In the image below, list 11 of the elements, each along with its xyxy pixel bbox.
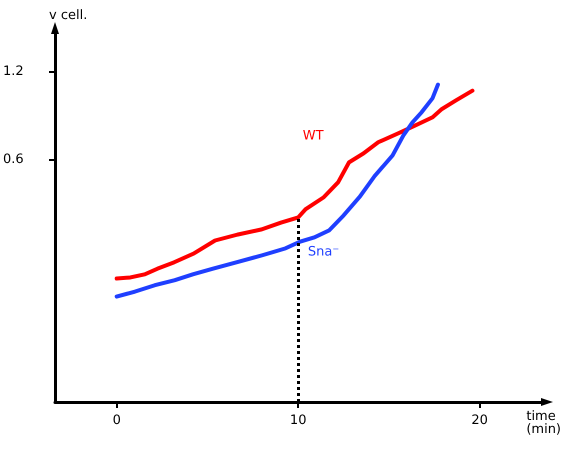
text: WT	[302, 128, 324, 144]
y-tick-label: 1.2	[3, 64, 24, 79]
line-series	[114, 88, 474, 281]
x-tick-label: 20	[471, 413, 488, 428]
y-tick-label: 0.6	[3, 152, 24, 167]
series-label: Sna⁻	[308, 244, 340, 260]
x-axis-title: time (min)	[526, 409, 562, 437]
line-series	[114, 82, 440, 299]
y-axis-title: v cell.	[49, 8, 88, 23]
x-tick-label: 10	[290, 413, 306, 428]
x-tick-label: 0	[112, 413, 121, 428]
